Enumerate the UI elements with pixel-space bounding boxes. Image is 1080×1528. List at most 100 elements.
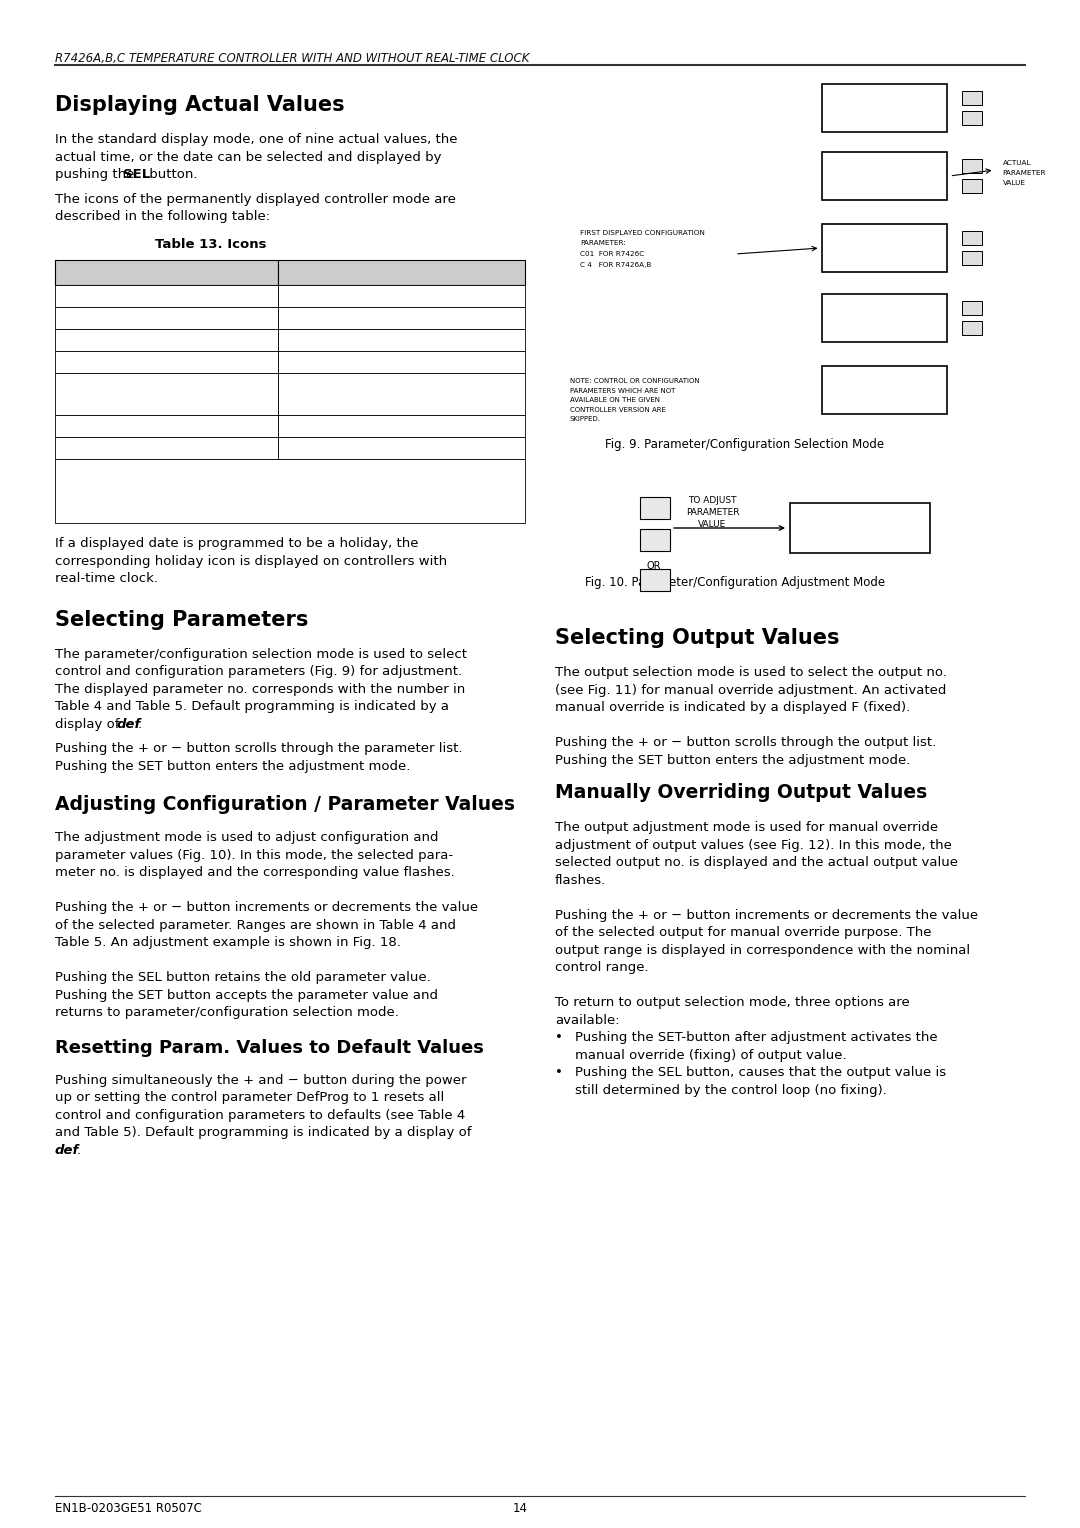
Text: C01: C01 — [831, 235, 855, 249]
Text: Table 13. Icons: Table 13. Icons — [156, 237, 267, 251]
Text: Pushing the SET-button after adjustment activates the: Pushing the SET-button after adjustment … — [575, 1031, 937, 1044]
Text: Sun - icon: Sun - icon — [286, 354, 347, 368]
Text: .: . — [138, 718, 143, 730]
Text: Pushing the + or − button increments or decrements the value: Pushing the + or − button increments or … — [55, 902, 478, 914]
Text: 160: 160 — [913, 179, 940, 194]
Text: Fig. 10. Parameter/Configuration Adjustment Mode: Fig. 10. Parameter/Configuration Adjustm… — [585, 576, 886, 588]
Text: The displayed parameter no. corresponds with the number in: The displayed parameter no. corresponds … — [55, 683, 465, 695]
Text: Sun icon is flashing ≈ 1Hz: Sun icon is flashing ≈ 1Hz — [286, 442, 446, 454]
Text: flashes.: flashes. — [555, 874, 606, 886]
Text: Low battery ¹⧯ ²⧯ ³⧯: Low battery ¹⧯ ²⧯ ³⧯ — [63, 419, 185, 432]
Text: PARAMETER:: PARAMETER: — [580, 240, 625, 246]
Text: output range is displayed in correspondence with the nominal: output range is displayed in corresponde… — [555, 943, 970, 957]
Text: PARAMETER: PARAMETER — [686, 507, 739, 516]
Text: 0: 0 — [930, 393, 940, 408]
Text: Pushing the + or − button scrolls through the parameter list.: Pushing the + or − button scrolls throug… — [55, 743, 462, 755]
Text: NOTE: CONTROL OR CONFIGURATION: NOTE: CONTROL OR CONFIGURATION — [570, 377, 700, 384]
Text: for the controller mode.: for the controller mode. — [63, 489, 214, 498]
Text: AVAILABLE ON THE GIVEN: AVAILABLE ON THE GIVEN — [570, 397, 660, 403]
Text: manual override (fixing) of output value.: manual override (fixing) of output value… — [575, 1048, 847, 1062]
Text: Selecting Output Values: Selecting Output Values — [555, 628, 839, 648]
Text: Adjusting Configuration / Parameter Values: Adjusting Configuration / Parameter Valu… — [55, 795, 515, 814]
Text: P01: P01 — [798, 515, 823, 529]
Text: display of: display of — [55, 718, 124, 730]
Text: Table 4 and Table 5. Default programming is indicated by a: Table 4 and Table 5. Default programming… — [55, 700, 449, 714]
Text: PARAMETER: PARAMETER — [1002, 170, 1047, 176]
Text: OFF - icon: OFF - icon — [286, 289, 348, 303]
Text: 21.0: 21.0 — [903, 110, 940, 125]
Text: FIRST DISPLAYED CONFIGURATION: FIRST DISPLAYED CONFIGURATION — [580, 231, 705, 235]
Text: selected output no. is displayed and the actual output value: selected output no. is displayed and the… — [555, 856, 958, 869]
Text: Pushing the + or − button increments or decrements the value: Pushing the + or − button increments or … — [555, 909, 978, 921]
Text: control and configuration parameters (Fig. 9) for adjustment.: control and configuration parameters (Fi… — [55, 665, 462, 678]
Text: To return to output selection mode, three options are: To return to output selection mode, thre… — [555, 996, 909, 1008]
Text: Moon - icon: Moon - icon — [286, 312, 357, 324]
Text: still determined by the control loop (no fixing).: still determined by the control loop (no… — [575, 1083, 887, 1097]
Text: C23: C23 — [831, 377, 855, 391]
Text: The parameter/configuration selection mode is used to select: The parameter/configuration selection mo… — [55, 648, 467, 660]
Text: Table 5. An adjustment example is shown in Fig. 18.: Table 5. An adjustment example is shown … — [55, 937, 401, 949]
Text: Resetting Param. Values to Default Values: Resetting Param. Values to Default Value… — [55, 1039, 484, 1056]
Text: of the selected parameter. Ranges are shown in Table 4 and: of the selected parameter. Ranges are sh… — [55, 918, 456, 932]
Text: +: + — [649, 501, 663, 520]
Text: 14: 14 — [513, 1502, 527, 1514]
Text: C02: C02 — [831, 306, 855, 319]
Text: 1)  On controllers with real-time clock, only.: 1) On controllers with real-time clock, … — [63, 465, 312, 475]
Text: parameter values (Fig. 10). In this mode, the selected para-: parameter values (Fig. 10). In this mode… — [55, 848, 454, 862]
Text: Night¹⧯: Night¹⧯ — [63, 312, 108, 324]
Text: Pushing the SET button accepts the parameter value and: Pushing the SET button accepts the param… — [55, 989, 438, 1001]
Text: Freeze Protection Alarm and: Freeze Protection Alarm and — [63, 377, 235, 390]
Text: -160: -160 — [886, 530, 922, 545]
Text: returns to parameter/configuration selection mode.: returns to parameter/configuration selec… — [55, 1005, 399, 1019]
Text: available:: available: — [555, 1013, 620, 1027]
Text: SEL: SEL — [123, 168, 150, 180]
Text: Halfsun - icon: Halfsun - icon — [286, 333, 370, 345]
Text: 2)  Status information is displayed together with actual icon: 2) Status information is displayed toget… — [63, 477, 405, 487]
Text: adjustment of output values (see Fig. 12). In this mode, the: adjustment of output values (see Fig. 12… — [555, 839, 951, 851]
Text: Pushing simultaneously the + and − button during the power: Pushing simultaneously the + and − butto… — [55, 1074, 467, 1086]
Text: def: def — [117, 718, 140, 730]
Text: If a displayed date is programmed to be a holiday, the: If a displayed date is programmed to be … — [55, 536, 419, 550]
Text: and Table 5). Default programming is indicated by a display of: and Table 5). Default programming is ind… — [55, 1126, 472, 1138]
Text: Operation²⧯: Operation²⧯ — [63, 396, 136, 408]
Text: real-time clock.: real-time clock. — [55, 571, 158, 585]
Text: Fig. 9. Parameter/Configuration Selection Mode: Fig. 9. Parameter/Configuration Selectio… — [605, 439, 885, 451]
Text: Battery icon: Battery icon — [286, 419, 361, 432]
Text: (see Fig. 11) for manual override adjustment. An activated: (see Fig. 11) for manual override adjust… — [555, 683, 946, 697]
Text: •: • — [555, 1067, 563, 1079]
Text: Off: Off — [63, 289, 81, 303]
Text: VALUE: VALUE — [699, 520, 727, 529]
Text: d lr: d lr — [903, 321, 940, 336]
Text: EN1B-0203GE51 R0507C: EN1B-0203GE51 R0507C — [55, 1502, 202, 1514]
Text: The adjustment mode is used to adjust configuration and: The adjustment mode is used to adjust co… — [55, 831, 438, 843]
Text: meter no. is displayed and the corresponding value flashes.: meter no. is displayed and the correspon… — [55, 866, 455, 879]
Text: Pushing the SET button enters the adjustment mode.: Pushing the SET button enters the adjust… — [555, 753, 910, 767]
Text: button.: button. — [146, 168, 198, 180]
Text: display: display — [286, 263, 336, 277]
Text: Manually Overriding Output Values: Manually Overriding Output Values — [555, 782, 928, 802]
Text: CONTROLLER VERSION ARE: CONTROLLER VERSION ARE — [570, 406, 666, 413]
Text: is performed only once a day and after power up.: is performed only once a day and after p… — [63, 512, 361, 523]
Text: controller mode / status: controller mode / status — [63, 263, 231, 277]
Text: d lr: d lr — [903, 251, 940, 266]
Text: control range.: control range. — [555, 961, 649, 973]
Text: R7426A,B,C TEMPERATURE CONTROLLER WITH AND WITHOUT REAL-TIME CLOCK: R7426A,B,C TEMPERATURE CONTROLLER WITH A… — [55, 52, 529, 66]
Text: P01: P01 — [831, 95, 855, 108]
Text: Comfort: Comfort — [63, 354, 113, 368]
Text: addition: addition — [286, 396, 336, 408]
Text: Displaying Actual Values: Displaying Actual Values — [55, 95, 345, 115]
Text: The output selection mode is used to select the output no.: The output selection mode is used to sel… — [555, 666, 947, 678]
Text: Pushing the SET button enters the adjustment mode.: Pushing the SET button enters the adjust… — [55, 759, 410, 773]
Text: The icons of the permanently displayed controller mode are: The icons of the permanently displayed c… — [55, 193, 456, 205]
Text: pushing the: pushing the — [55, 168, 138, 180]
Text: of the selected output for manual override purpose. The: of the selected output for manual overri… — [555, 926, 931, 940]
Text: Pushing the + or − button scrolls through the output list.: Pushing the + or − button scrolls throug… — [555, 736, 936, 749]
Text: Optimum Start ¹⧯: Optimum Start ¹⧯ — [63, 442, 171, 454]
Text: TO ADJUST: TO ADJUST — [688, 497, 737, 504]
Text: In the standard display mode, one of nine actual values, the: In the standard display mode, one of nin… — [55, 133, 458, 147]
Text: −: − — [647, 533, 661, 552]
Text: •: • — [555, 1031, 563, 1044]
Text: ACTUAL: ACTUAL — [1002, 160, 1031, 167]
Text: P02: P02 — [831, 163, 855, 177]
Text: manual override is indicated by a displayed F (fixed).: manual override is indicated by a displa… — [555, 701, 910, 714]
